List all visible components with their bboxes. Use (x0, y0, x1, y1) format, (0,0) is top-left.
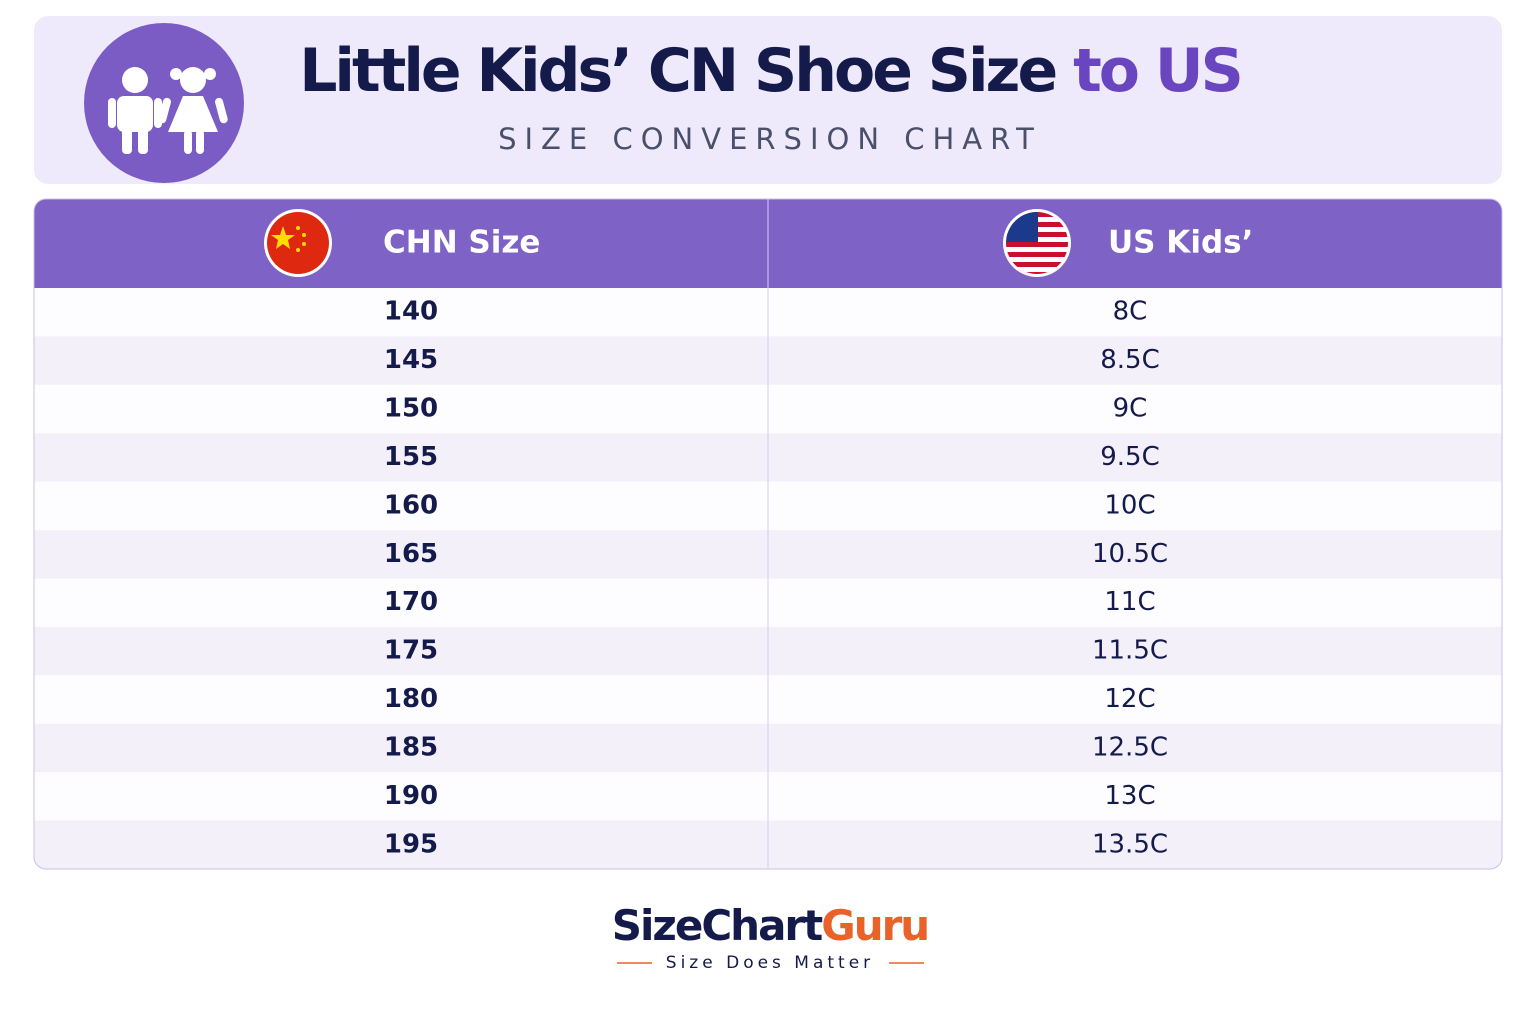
cell: 9.5C (1100, 442, 1160, 472)
cell: 12.5C (1092, 732, 1168, 762)
cell: 190 (384, 781, 438, 811)
cell: 8C (1113, 297, 1148, 327)
cell: 180 (384, 684, 438, 714)
title: Little Kids’ CN Shoe Size to US (299, 36, 1241, 106)
cell: 140 (384, 297, 438, 327)
tagline: Size Does Matter (666, 953, 874, 973)
us-flag (1003, 209, 1071, 277)
kids-icon (84, 23, 244, 183)
cell: 11.5C (1092, 636, 1168, 666)
cell: 10.5C (1092, 539, 1168, 569)
brand: SizeChartGuru (612, 901, 928, 950)
cell: 12C (1104, 684, 1155, 714)
cell: 170 (384, 587, 438, 617)
column-header: US Kids’ (1108, 225, 1253, 261)
cell: 10C (1104, 490, 1155, 520)
subtitle: SIZE CONVERSION CHART (498, 122, 1042, 156)
cell: 145 (384, 345, 438, 375)
title-accent: to US (1073, 36, 1241, 106)
cell: 155 (384, 442, 438, 472)
brand-accent: Guru (821, 901, 928, 950)
header-panel (34, 16, 1502, 184)
cell: 13.5C (1092, 829, 1168, 859)
column-header: CHN Size (383, 225, 540, 261)
cell: 175 (384, 636, 438, 666)
cell: 9C (1113, 394, 1148, 424)
china-flag (264, 209, 332, 277)
cell: 150 (384, 394, 438, 424)
cell: 160 (384, 490, 438, 520)
cell: 185 (384, 732, 438, 762)
brand-main: SizeChart (612, 901, 823, 950)
cell: 11C (1104, 587, 1155, 617)
title-main: Little Kids’ CN Shoe Size (299, 36, 1055, 106)
cell: 195 (384, 829, 438, 859)
cell: 165 (384, 539, 438, 569)
cell: 8.5C (1100, 345, 1160, 375)
cell: 13C (1104, 781, 1155, 811)
